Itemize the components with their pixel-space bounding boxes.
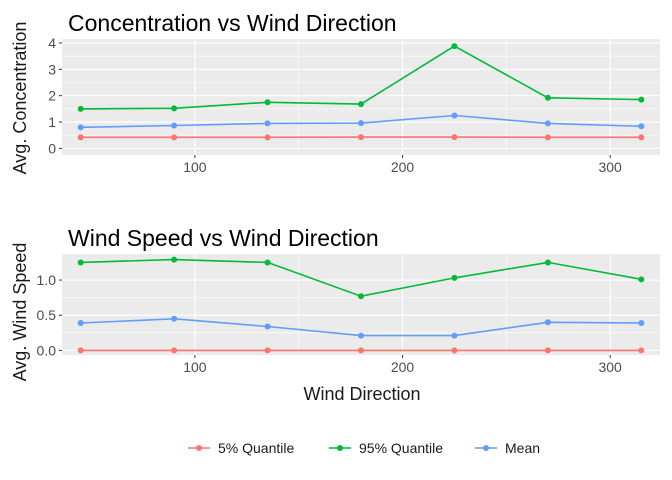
y-axis-label: Avg. Concentration [10,22,30,175]
data-point-5-quantile [264,347,271,354]
panel-background [62,254,660,355]
data-point-95-quantile [358,293,364,300]
data-point-95-quantile [77,105,84,112]
data-point-5-quantile [544,347,551,354]
x-tick-label: 100 [183,159,207,175]
y-tick-label: 0.0 [37,342,57,358]
y-tick-label: 0.5 [37,307,57,323]
y-tick-label: 0 [48,140,56,156]
data-point-5-quantile [77,347,84,354]
data-point-mean [358,120,364,127]
data-point-95-quantile [638,276,645,283]
data-point-95-quantile [544,259,551,266]
legend-key-point [337,445,343,451]
x-tick-label: 200 [391,159,415,175]
y-tick-label: 1.0 [37,272,57,288]
chart-title: Wind Speed vs Wind Direction [68,225,379,251]
legend-item-95-quantile: 95% Quantile [329,440,443,456]
legend: 5% Quantile 95% Quantile Mean [188,440,540,456]
data-point-95-quantile [544,94,551,101]
data-point-5-quantile [264,134,271,141]
legend-key-point [196,445,202,451]
data-point-mean [171,315,178,322]
data-point-mean [77,319,84,326]
data-point-5-quantile [451,347,458,354]
data-point-5-quantile [544,134,551,141]
data-point-95-quantile [451,274,458,281]
data-point-95-quantile [264,259,271,266]
data-point-95-quantile [264,99,271,106]
data-point-mean [358,332,364,339]
data-point-mean [451,112,458,119]
x-tick-label: 100 [183,359,207,375]
data-point-95-quantile [358,101,364,108]
x-tick-label: 300 [598,359,622,375]
data-point-95-quantile [451,43,458,50]
y-tick-label: 3 [48,61,56,77]
data-point-5-quantile [638,347,645,354]
data-point-mean [264,120,271,127]
data-point-mean [638,123,645,130]
data-point-mean [264,323,271,330]
data-point-95-quantile [77,259,84,266]
data-point-95-quantile [171,256,178,263]
legend-key-point [483,445,489,451]
chart-title: Concentration vs Wind Direction [68,10,397,36]
data-point-5-quantile [171,347,178,354]
concentration-chart: Concentration vs Wind Direction Avg. Con… [10,10,660,175]
y-tick-label: 4 [48,35,56,51]
wind-speed-chart: Wind Speed vs Wind Direction Avg. Wind S… [10,225,660,404]
y-tick-label: 2 [48,88,56,104]
data-point-95-quantile [638,96,645,103]
plot-area: 100 200 300 0 1 2 3 4 [48,35,660,175]
data-point-5-quantile [171,134,178,141]
data-point-mean [171,122,178,129]
data-point-5-quantile [451,134,458,141]
data-point-5-quantile [638,134,645,141]
data-point-mean [544,319,551,326]
data-point-5-quantile [77,134,84,141]
x-axis-label: Wind Direction [303,384,420,404]
y-axis-label: Avg. Wind Speed [10,243,30,382]
data-point-mean [638,319,645,326]
legend-label: 95% Quantile [359,440,443,456]
y-tick-label: 1 [48,114,56,130]
legend-label: 5% Quantile [218,440,294,456]
data-point-5-quantile [358,347,364,354]
data-point-mean [451,332,458,339]
data-point-mean [544,120,551,127]
legend-item-5-quantile: 5% Quantile [188,440,294,456]
data-point-mean [77,124,84,131]
x-tick-label: 200 [391,359,415,375]
data-point-95-quantile [171,105,178,112]
data-point-5-quantile [358,134,364,141]
legend-item-mean: Mean [475,440,540,456]
legend-label: Mean [505,440,540,456]
plot-area: 100 200 300 0.0 0.5 1.0 [37,254,660,375]
x-tick-label: 300 [598,159,622,175]
